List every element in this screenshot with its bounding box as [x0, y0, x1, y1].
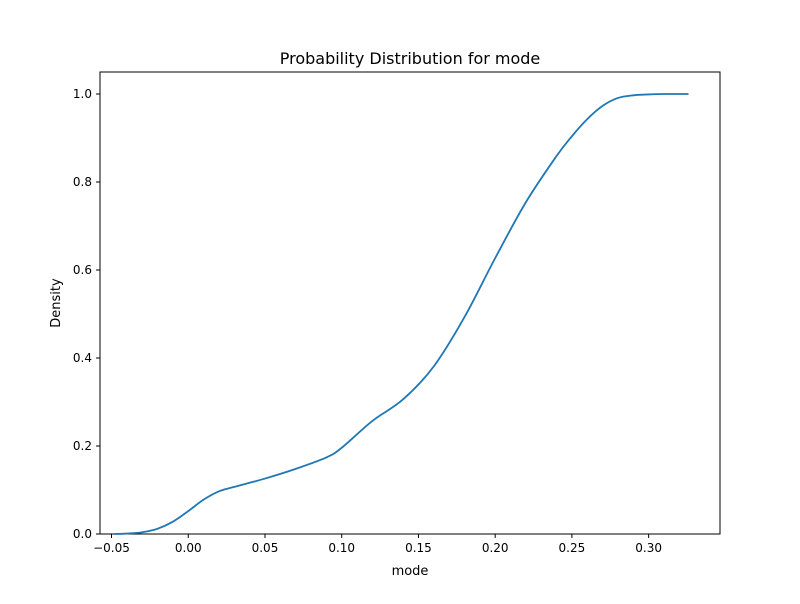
x-tick-label: 0.25 — [559, 541, 586, 555]
x-axis: −0.05 0.00 0.05 0.10 0.15 0.20 0.25 0.30 — [93, 534, 662, 555]
x-tick-label: 0.05 — [252, 541, 279, 555]
y-tick-label: 1.0 — [73, 87, 92, 101]
density-curve — [114, 93, 689, 535]
y-tick-label: 0.0 — [73, 527, 92, 541]
y-axis: 0.0 0.2 0.4 0.6 0.8 1.0 — [73, 87, 100, 541]
plot-frame — [99, 71, 721, 535]
y-tick-label: 0.2 — [73, 439, 92, 453]
chart-title: Probability Distribution for mode — [280, 49, 541, 68]
x-tick-label: 0.20 — [482, 541, 509, 555]
x-tick-label: 0.15 — [405, 541, 432, 555]
y-tick-label: 0.6 — [73, 263, 92, 277]
x-tick-label: −0.05 — [93, 541, 130, 555]
x-tick-label: 0.30 — [635, 541, 662, 555]
x-tick-label: 0.10 — [328, 541, 355, 555]
y-tick-label: 0.4 — [73, 351, 92, 365]
y-axis-label: Density — [49, 278, 64, 328]
y-tick-label: 0.8 — [73, 175, 92, 189]
x-axis-label: mode — [392, 564, 429, 579]
x-tick-label: 0.00 — [175, 541, 202, 555]
